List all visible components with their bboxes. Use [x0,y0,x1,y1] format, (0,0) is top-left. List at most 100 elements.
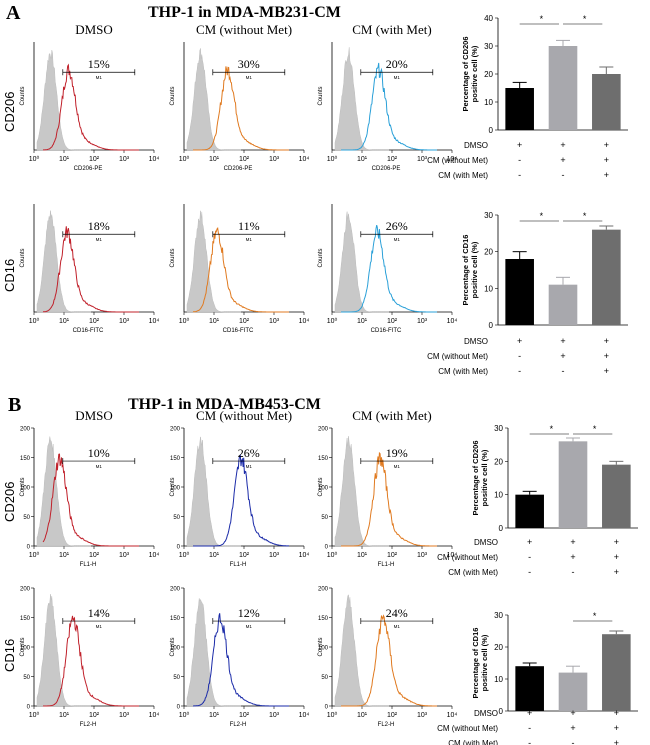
y-tick-label: 0 [499,524,504,533]
stained-histogram [43,615,139,707]
flow-histogram: 10⁰ 10¹ 10² 10³ 10⁴ Counts 0 50 100 150 200 FL2-H M1… [318,587,457,729]
histogram-title: CM (without Met) [196,408,292,423]
x-axis-label: FL2-H [80,722,97,728]
x-tick-label: 10² [89,156,100,163]
treatment-sign: - [572,567,575,577]
treatment-label: DMSO [464,141,488,150]
isotype-histogram [186,436,241,547]
x-tick-label: 10¹ [357,712,368,719]
y-axis-label: Counts [318,477,324,496]
y-axis-label: Counts [318,86,324,105]
treatment-sign: + [517,336,522,346]
gate-label: M1 [394,237,401,242]
x-tick-label: 10¹ [357,318,368,325]
x-tick-label: 10³ [417,156,428,163]
y-tick-label: 50 [321,515,328,521]
positive-percentage: 10% [88,446,110,460]
bar [602,634,631,711]
x-tick-label: 10³ [269,552,280,559]
positive-percentage: 11% [238,219,260,233]
x-tick-label: 10² [387,156,398,163]
x-tick-label: 10¹ [209,318,220,325]
x-tick-label: 10³ [119,712,130,719]
x-tick-label: 10⁰ [29,317,40,325]
bar [592,74,621,130]
positive-percentage: 19% [386,446,408,460]
gate-label: M1 [96,237,103,242]
treatment-sign: + [604,336,609,346]
x-tick-label: 10⁴ [149,156,160,163]
x-axis-label: CD206-PE [74,166,103,172]
x-tick-label: 10⁰ [29,711,40,719]
x-tick-label: 10⁰ [179,711,190,719]
bar [505,88,534,130]
treatment-sign: + [614,552,619,562]
flow-histogram: 10⁰ 10¹ 10² 10³ 10⁴ Counts 0 50 100 150 200 FL1-H CM… [170,408,309,568]
x-tick-label: 10¹ [357,156,368,163]
x-tick-label: 10⁴ [447,318,458,325]
x-tick-label: 10⁴ [447,552,458,559]
y-axis-label-line: Percentage of CD16 [471,628,480,699]
isotype-histogram [186,210,241,313]
y-tick-label: 30 [484,42,493,51]
positive-percentage: 26% [386,219,408,233]
treatment-sign: - [528,567,531,577]
y-tick-label: 100 [20,486,31,492]
stained-histogram [341,62,437,151]
y-tick-label: 30 [494,424,503,433]
y-tick-label: 100 [170,646,181,652]
isotype-histogram [36,594,91,707]
x-tick-label: 10⁰ [179,155,190,163]
treatment-label: CM (with Met) [448,568,498,577]
y-tick-label: 200 [170,427,181,433]
gate-label: M1 [394,75,401,80]
y-axis-label-line: Percentage of CD206 [461,36,470,111]
x-tick-label: 10⁰ [29,551,40,559]
x-tick-label: 10² [387,712,398,719]
y-tick-label: 0 [27,545,31,551]
stained-histogram [341,451,437,547]
y-tick-label: 30 [484,211,493,220]
significance-star: * [540,14,544,24]
y-tick-label: 200 [170,587,181,593]
y-tick-label: 200 [318,427,329,433]
positive-percentage: 30% [238,57,260,71]
y-axis-label: Counts [170,248,176,267]
significance-star: * [583,14,587,24]
x-tick-label: 10³ [119,552,130,559]
y-axis-label-line: positive cell (%) [470,45,479,102]
treatment-sign: - [528,738,531,745]
x-axis-label: FL1-H [230,562,247,568]
y-tick-label: 20 [484,70,493,79]
treatment-sign: - [572,738,575,745]
gate-label: M1 [246,464,253,469]
x-tick-label: 10⁴ [299,712,310,719]
x-axis-label: CD16-FITC [73,328,104,334]
y-tick-label: 100 [318,646,329,652]
x-tick-label: 10² [387,552,398,559]
significance-star: * [540,211,544,221]
stained-histogram [341,614,437,707]
x-tick-label: 10¹ [209,156,220,163]
y-axis-label: Counts [170,477,176,496]
y-tick-label: 10 [494,675,503,684]
treatment-label: DMSO [464,337,488,346]
bar [515,494,544,528]
x-axis-label: CD16-FITC [223,328,254,334]
treatment-label: CM (with Met) [438,367,488,376]
y-tick-label: 0 [27,705,31,711]
panel-b-title: THP-1 in MDA-MB453-CM [128,396,321,413]
treatment-label: DMSO [474,538,498,547]
y-axis-label-line: Percentage of CD16 [461,235,470,306]
histogram-title: CM (with Met) [352,408,431,423]
y-tick-label: 50 [23,515,30,521]
y-axis-label-line: positive cell (%) [480,634,489,691]
significance-star: * [593,611,597,621]
stained-histogram [193,66,289,151]
flow-histogram: 10⁰ 10¹ 10² 10³ 10⁴ Counts CD16-FITC M1 26% [318,204,457,334]
bar [548,46,578,130]
x-tick-label: 10⁰ [327,155,338,163]
gate-label: M1 [246,75,253,80]
treatment-sign: + [560,336,565,346]
treatment-sign: + [570,708,575,718]
